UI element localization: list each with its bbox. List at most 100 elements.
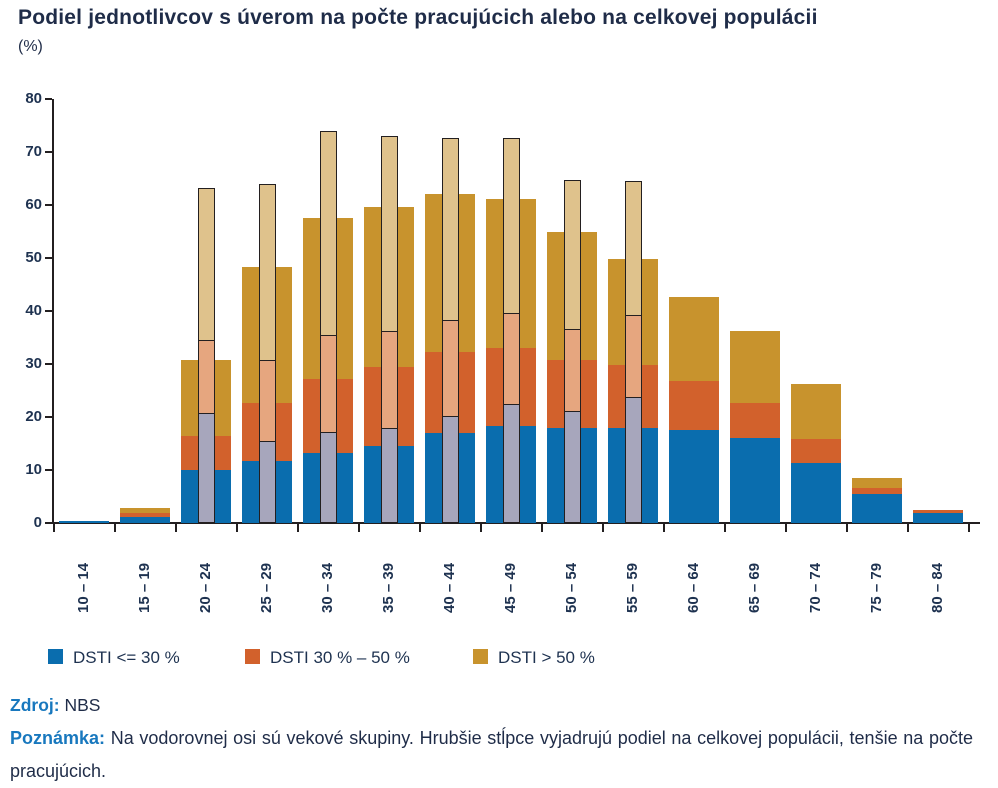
- x-axis-label: 10 – 14: [75, 562, 92, 613]
- x-axis-line: [46, 522, 980, 524]
- y-axis-tick-label: 20: [25, 408, 42, 425]
- x-axis-label: 40 – 44: [441, 562, 458, 613]
- bar-segment: [564, 329, 580, 411]
- bar-segment: [198, 189, 214, 341]
- x-axis-tick: [723, 524, 726, 532]
- y-axis-tick-label: 0: [33, 514, 42, 531]
- note-paragraph: Poznámka: Na vodorovnej osi sú vekové sk…: [10, 722, 973, 788]
- bar-segment: [791, 463, 841, 523]
- x-axis-label: 65 – 69: [746, 562, 763, 613]
- bar-segment: [625, 181, 641, 316]
- bar-wide-15–19: [120, 507, 170, 523]
- x-axis-label: 75 – 79: [868, 562, 885, 613]
- stacked-bar-chart: 0 10 20 30 40 50 60 70 80 10 – 14 15 – 19 20 – 24 25…: [25, 90, 980, 613]
- x-axis-tick: [357, 524, 360, 532]
- x-axis-label: 70 – 74: [807, 562, 824, 613]
- y-axis-tick: [45, 416, 52, 418]
- bar-segment: [503, 139, 519, 313]
- bar-segment: [730, 330, 780, 404]
- x-axis-tick: [784, 524, 787, 532]
- y-axis-tick: [45, 257, 52, 259]
- bar-segment: [59, 520, 109, 523]
- note-text: Na vodorovnej osi sú vekové skupiny. Hru…: [10, 728, 973, 781]
- legend-swatch-blue: [48, 649, 63, 664]
- bar-segment: [913, 513, 963, 523]
- x-axis-label: 60 – 64: [685, 562, 702, 613]
- legend-label: DSTI <= 30 %: [73, 648, 180, 667]
- legend-swatch-gold: [473, 649, 488, 664]
- bar-segment: [381, 330, 397, 428]
- bar-segment: [259, 360, 275, 441]
- x-axis-tick: [601, 524, 604, 532]
- x-axis-tick: [113, 524, 116, 532]
- source-line: Zdroj: NBS: [10, 695, 100, 716]
- y-axis-tick-label: 70: [25, 143, 42, 160]
- bar-thin-25–29: [258, 183, 276, 523]
- y-axis-tick: [45, 151, 52, 153]
- bar-segment: [669, 380, 719, 431]
- x-axis-label: 25 – 29: [258, 562, 275, 613]
- bar-segment: [320, 431, 336, 522]
- y-axis-tick: [45, 204, 52, 206]
- bar-segment: [625, 396, 641, 522]
- bar-wide-65–69: [730, 330, 780, 523]
- x-axis-label: 55 – 59: [624, 562, 641, 613]
- x-axis-tick: [845, 524, 848, 532]
- bar-segment: [120, 507, 170, 513]
- bar-segment: [791, 438, 841, 464]
- bar-thin-45–49: [502, 138, 520, 523]
- bar-thin-40–44: [441, 138, 459, 523]
- bar-segment: [730, 438, 780, 523]
- bar-segment: [198, 340, 214, 413]
- bar-wide-60–64: [669, 296, 719, 523]
- y-axis-tick-label: 80: [25, 90, 42, 107]
- x-axis-label: 50 – 54: [563, 562, 580, 613]
- x-axis-label: 35 – 39: [380, 562, 397, 613]
- y-axis-tick: [45, 522, 52, 524]
- legend-label: DSTI 30 % – 50 %: [270, 648, 410, 667]
- y-axis-tick: [45, 363, 52, 365]
- x-axis-tick: [174, 524, 177, 532]
- bar-thin-55–59: [624, 180, 642, 523]
- x-axis-tick: [479, 524, 482, 532]
- bar-segment: [442, 319, 458, 416]
- y-axis-tick-label: 50: [25, 249, 42, 266]
- x-axis-tick: [52, 524, 55, 532]
- bar-segment: [381, 427, 397, 522]
- bar-segment: [259, 440, 275, 522]
- x-axis-label: 45 – 49: [502, 562, 519, 613]
- y-axis-line: [52, 99, 54, 523]
- y-axis-tick: [45, 469, 52, 471]
- bar-wide-80–84: [913, 509, 963, 523]
- bar-segment: [669, 430, 719, 523]
- x-axis-label: 30 – 34: [319, 562, 336, 613]
- bar-segment: [120, 512, 170, 518]
- bar-thin-50–54: [563, 180, 581, 523]
- source-value: NBS: [64, 695, 101, 715]
- bar-segment: [791, 383, 841, 439]
- chart-unit-label: (%): [18, 38, 43, 55]
- y-axis-tick: [45, 310, 52, 312]
- bar-segment: [198, 412, 214, 522]
- x-axis-tick: [235, 524, 238, 532]
- bar-segment: [625, 315, 641, 397]
- legend-swatch-orange: [245, 649, 260, 664]
- bar-wide-75–79: [852, 478, 902, 523]
- x-axis-tick: [662, 524, 665, 532]
- bar-segment: [852, 488, 902, 494]
- bar-thin-30–34: [319, 131, 337, 523]
- bar-thin-20–24: [197, 188, 215, 523]
- bar-thin-35–39: [380, 136, 398, 523]
- note-label: Poznámka:: [10, 728, 106, 748]
- bar-wide-10–14: [59, 520, 109, 523]
- x-axis-tick: [418, 524, 421, 532]
- bar-segment: [320, 132, 336, 336]
- bar-segment: [913, 509, 963, 514]
- x-axis-tick: [296, 524, 299, 532]
- x-axis-label: 80 – 84: [929, 562, 946, 613]
- y-axis-tick-label: 40: [25, 302, 42, 319]
- bar-segment: [730, 403, 780, 439]
- y-axis-tick: [45, 98, 52, 100]
- bar-wide-70–74: [791, 383, 841, 523]
- source-label: Zdroj:: [10, 695, 60, 715]
